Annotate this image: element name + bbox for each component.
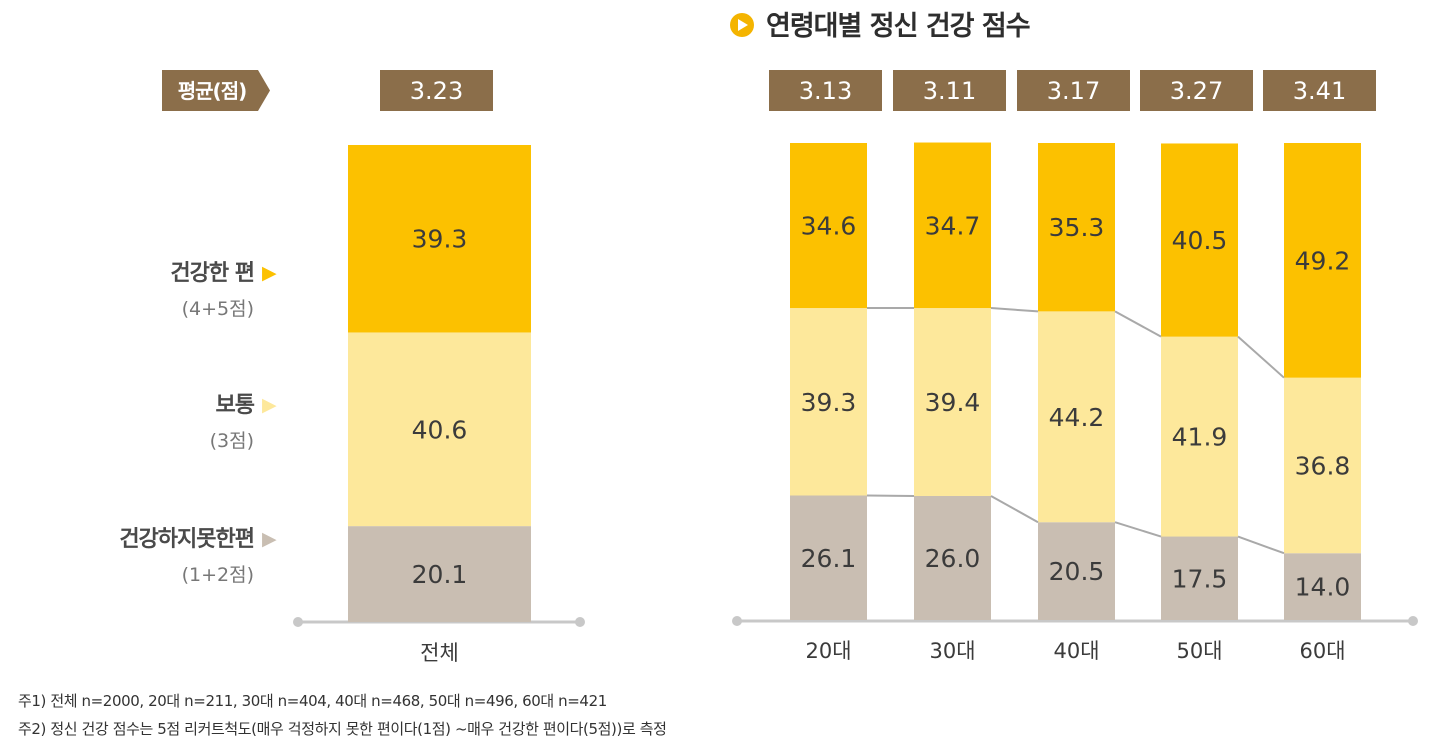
average-value: 3.41 bbox=[1293, 77, 1346, 105]
bar-segment-normal bbox=[790, 308, 867, 496]
bar-segment-unhealthy bbox=[1038, 522, 1115, 620]
legend-arrow-icon: ▶ bbox=[262, 394, 277, 416]
average-value: 3.11 bbox=[923, 77, 976, 105]
data-label: 17.5 bbox=[1172, 564, 1228, 593]
average-badge bbox=[1140, 70, 1253, 111]
data-label: 14.0 bbox=[1295, 573, 1351, 602]
legend-sublabel: (4+5점) bbox=[182, 298, 254, 320]
category-label: 30대 bbox=[929, 639, 975, 663]
bar-segment-healthy bbox=[1161, 143, 1238, 337]
chart-title: 연령대별 정신 건강 점수 bbox=[766, 11, 1030, 42]
data-label: 40.6 bbox=[412, 415, 468, 444]
data-label: 39.3 bbox=[412, 225, 468, 254]
data-label: 39.4 bbox=[925, 388, 981, 417]
data-label: 41.9 bbox=[1172, 423, 1228, 452]
bar-segment-healthy bbox=[1038, 143, 1115, 312]
data-label: 20.1 bbox=[412, 560, 468, 589]
x-axis-endpoint bbox=[1408, 616, 1418, 626]
legend-label: 건강하지못한편 bbox=[119, 527, 254, 552]
data-label: 36.8 bbox=[1295, 451, 1351, 480]
data-label: 34.7 bbox=[925, 211, 981, 240]
category-label: 20대 bbox=[805, 639, 851, 663]
x-axis-endpoint bbox=[575, 617, 585, 627]
bar-segment-unhealthy bbox=[914, 495, 991, 620]
connector-line bbox=[1114, 521, 1162, 538]
average-value: 3.17 bbox=[1047, 77, 1100, 105]
connector-line bbox=[1237, 335, 1285, 379]
average-label-tag bbox=[162, 70, 270, 111]
data-label: 20.5 bbox=[1049, 557, 1105, 586]
footnote-1: 주1) 전체 n=2000, 20대 n=211, 30대 n=404, 40대… bbox=[18, 692, 607, 710]
average-value: 3.23 bbox=[410, 77, 463, 105]
category-label: 40대 bbox=[1053, 639, 1099, 663]
bar-segment-healthy bbox=[348, 145, 531, 333]
average-badge bbox=[893, 70, 1006, 111]
average-badge bbox=[380, 70, 493, 111]
data-label: 40.5 bbox=[1172, 226, 1228, 255]
legend-arrow-icon: ▶ bbox=[262, 528, 277, 550]
legend-arrow-icon: ▶ bbox=[262, 262, 277, 284]
average-badge bbox=[1017, 70, 1130, 111]
bar-segment-unhealthy bbox=[348, 526, 531, 622]
x-axis-endpoint bbox=[293, 617, 303, 627]
legend-sublabel: (1+2점) bbox=[182, 564, 254, 586]
data-label: 44.2 bbox=[1049, 403, 1105, 432]
bar-segment-normal bbox=[1284, 377, 1361, 554]
average-label: 평균(점) bbox=[178, 79, 246, 103]
x-axis-endpoint bbox=[732, 616, 742, 626]
connector-line bbox=[1237, 535, 1285, 555]
category-label: 전체 bbox=[420, 641, 459, 665]
legend-label: 보통 bbox=[216, 393, 255, 418]
connector-line bbox=[990, 307, 1039, 313]
bar-segment-healthy bbox=[790, 143, 867, 309]
average-badge bbox=[1263, 70, 1376, 111]
bar-segment-unhealthy bbox=[1161, 536, 1238, 620]
data-label: 26.1 bbox=[801, 544, 857, 573]
bar-segment-normal bbox=[348, 332, 531, 527]
average-value: 3.27 bbox=[1170, 77, 1223, 105]
data-label: 34.6 bbox=[801, 212, 857, 241]
bar-segment-healthy bbox=[914, 142, 991, 309]
bar-segment-normal bbox=[1038, 311, 1115, 523]
data-label: 49.2 bbox=[1295, 246, 1351, 275]
data-label: 35.3 bbox=[1049, 213, 1105, 242]
category-label: 50대 bbox=[1176, 639, 1222, 663]
title-play-icon bbox=[738, 19, 748, 31]
bar-segment-unhealthy bbox=[790, 495, 867, 620]
bar-segment-normal bbox=[1161, 336, 1238, 537]
bar-segment-normal bbox=[914, 308, 991, 496]
data-label: 26.0 bbox=[925, 544, 981, 573]
connector-line bbox=[1114, 310, 1162, 338]
footnote-2: 주2) 정신 건강 점수는 5점 리커트척도(매우 걱정하지 못한 편이다(1점… bbox=[18, 720, 667, 738]
bar-segment-unhealthy bbox=[1284, 553, 1361, 620]
bar-segment-healthy bbox=[1284, 143, 1361, 378]
data-label: 39.3 bbox=[801, 388, 857, 417]
legend-sublabel: (3점) bbox=[210, 430, 254, 452]
average-badge bbox=[769, 70, 882, 111]
category-label: 60대 bbox=[1299, 639, 1345, 663]
average-value: 3.13 bbox=[799, 77, 852, 105]
connector-line bbox=[990, 495, 1039, 524]
legend-label: 건강한 편 bbox=[170, 261, 254, 286]
